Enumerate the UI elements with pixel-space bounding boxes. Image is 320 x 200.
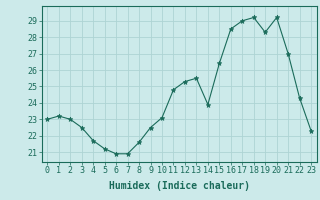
X-axis label: Humidex (Indice chaleur): Humidex (Indice chaleur) [109, 181, 250, 191]
